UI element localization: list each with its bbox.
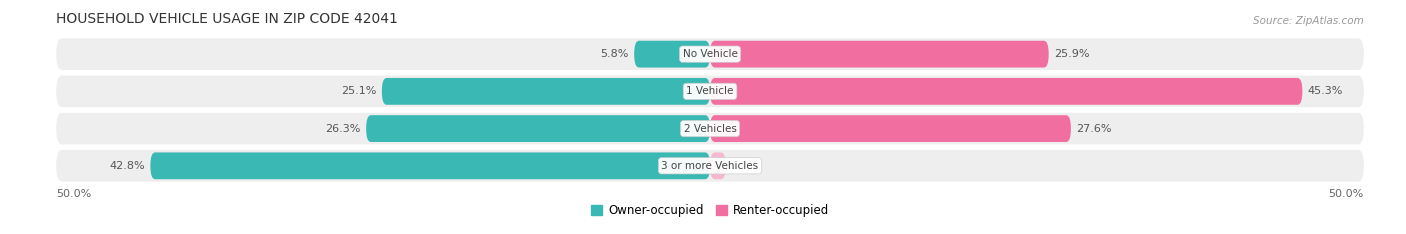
Text: 25.9%: 25.9% [1054, 49, 1090, 59]
FancyBboxPatch shape [56, 38, 1364, 70]
Text: 26.3%: 26.3% [326, 124, 361, 134]
Text: 50.0%: 50.0% [56, 189, 91, 199]
Text: No Vehicle: No Vehicle [682, 49, 738, 59]
Text: 45.3%: 45.3% [1308, 86, 1343, 96]
Text: 5.8%: 5.8% [600, 49, 628, 59]
Text: 42.8%: 42.8% [110, 161, 145, 171]
FancyBboxPatch shape [710, 152, 725, 179]
FancyBboxPatch shape [56, 113, 1364, 144]
FancyBboxPatch shape [710, 78, 1302, 105]
FancyBboxPatch shape [56, 150, 1364, 182]
Legend: Owner-occupied, Renter-occupied: Owner-occupied, Renter-occupied [586, 200, 834, 222]
Text: 25.1%: 25.1% [342, 86, 377, 96]
Text: 1.2%: 1.2% [731, 161, 759, 171]
FancyBboxPatch shape [634, 41, 710, 68]
Text: 50.0%: 50.0% [1329, 189, 1364, 199]
Text: 1 Vehicle: 1 Vehicle [686, 86, 734, 96]
Text: Source: ZipAtlas.com: Source: ZipAtlas.com [1253, 16, 1364, 26]
Text: 3 or more Vehicles: 3 or more Vehicles [661, 161, 759, 171]
FancyBboxPatch shape [150, 152, 710, 179]
FancyBboxPatch shape [710, 41, 1049, 68]
FancyBboxPatch shape [710, 115, 1071, 142]
FancyBboxPatch shape [56, 76, 1364, 107]
FancyBboxPatch shape [366, 115, 710, 142]
Text: HOUSEHOLD VEHICLE USAGE IN ZIP CODE 42041: HOUSEHOLD VEHICLE USAGE IN ZIP CODE 4204… [56, 12, 398, 26]
FancyBboxPatch shape [382, 78, 710, 105]
Text: 2 Vehicles: 2 Vehicles [683, 124, 737, 134]
Text: 27.6%: 27.6% [1076, 124, 1112, 134]
